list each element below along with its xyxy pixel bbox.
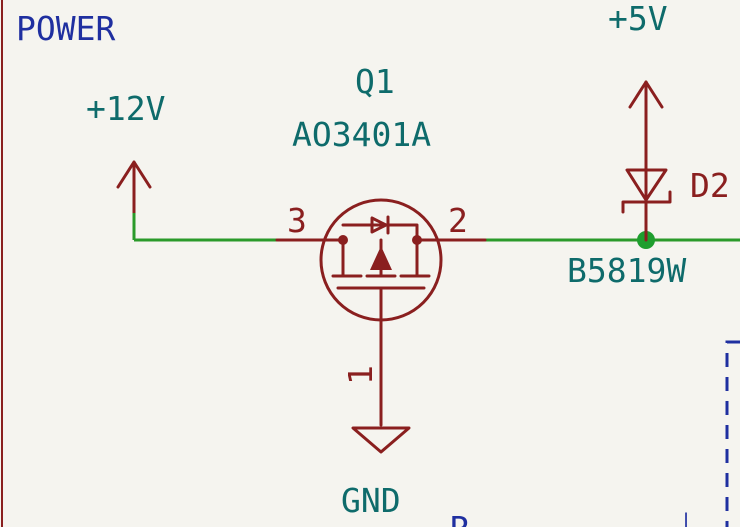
q1-arrow — [370, 246, 392, 270]
q1-body-diode — [370, 215, 390, 235]
q1-node-left — [338, 235, 348, 245]
partial-sheet-tick: | — [680, 509, 692, 527]
power-arrow-5v — [628, 80, 664, 109]
q1-pin3-number: 3 — [287, 201, 307, 240]
q1-pin1-number: 1 — [341, 365, 380, 385]
gnd-label: GND — [341, 481, 401, 520]
d2-triangle — [625, 168, 668, 202]
gnd-triangle — [351, 426, 411, 454]
power-symbol-12v[interactable]: +12V — [86, 89, 165, 215]
q1-value: AO3401A — [292, 115, 431, 154]
q1-mosfet[interactable]: 3 2 1 Q1 AO3401A — [275, 62, 487, 427]
hierarchical-sheet-border — [725, 340, 740, 527]
sheet-title: POWER — [16, 9, 115, 48]
d2-value: B5819W — [567, 251, 686, 290]
q1-node-right — [412, 235, 422, 245]
q1-channel-legs — [341, 238, 419, 278]
q1-reference: Q1 — [355, 62, 395, 101]
partial-sheet-label: R — [450, 509, 470, 527]
d2-cathode-bar — [621, 190, 672, 214]
gnd-symbol[interactable]: GND — [341, 426, 411, 520]
d2-diode[interactable]: D2 B5819W — [567, 80, 730, 290]
power-label-5v: +5V — [608, 0, 668, 38]
power-label-12v: +12V — [86, 89, 165, 128]
q1-pin2-number: 2 — [448, 201, 468, 240]
d2-reference: D2 — [690, 166, 730, 205]
